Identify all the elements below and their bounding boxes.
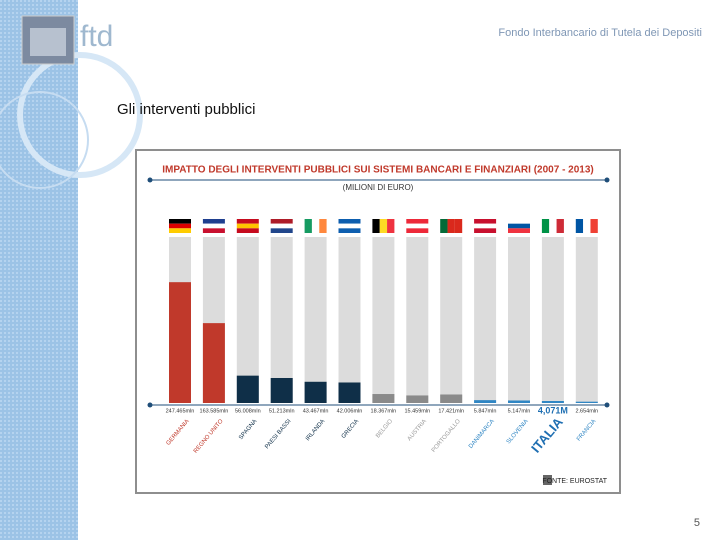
- value-label: 15.459mln: [404, 408, 430, 414]
- column-track: [508, 237, 530, 403]
- column-track: [440, 237, 463, 403]
- side-strip: [0, 0, 78, 540]
- flag-stripe: [575, 219, 584, 233]
- org-name: Fondo Interbancario di Tutela dei Deposi…: [498, 27, 702, 39]
- flag-stripe: [372, 219, 380, 233]
- flag-stripe: [236, 223, 259, 229]
- flag-stripe: [236, 219, 259, 224]
- value-label: 5.147mln: [508, 408, 531, 414]
- flag-stripe: [338, 223, 361, 229]
- bar: [440, 394, 463, 403]
- column-track: [304, 237, 327, 403]
- flag-stripe: [304, 219, 312, 233]
- column-track: [338, 237, 361, 403]
- flag-stripe: [236, 228, 259, 233]
- logo-building: [30, 28, 66, 56]
- flag-stripe: [319, 219, 327, 233]
- column-track: [541, 237, 564, 403]
- flag-stripe: [583, 219, 591, 233]
- value-label: 2.654mln: [575, 408, 598, 414]
- flag-stripe: [549, 219, 557, 233]
- value-label: 51.213mln: [269, 408, 295, 414]
- bar: [202, 323, 225, 403]
- flag-stripe: [169, 223, 191, 229]
- bar: [304, 381, 327, 403]
- flag-stripe: [454, 219, 463, 233]
- rule-dot: [604, 177, 610, 183]
- flag-stripe: [202, 228, 225, 233]
- bar: [575, 401, 598, 403]
- bar: [372, 394, 395, 403]
- column-track: [406, 237, 429, 403]
- flag-stripe: [169, 228, 191, 233]
- rule-dot: [604, 402, 610, 408]
- value-label: 43.467mln: [303, 408, 329, 414]
- bar: [406, 395, 429, 403]
- flag-stripe: [202, 219, 225, 224]
- column-track: [474, 237, 497, 403]
- column-track: [575, 237, 598, 403]
- slide-title: Gli interventi pubblici: [117, 101, 255, 118]
- rule-dot: [147, 402, 153, 408]
- flag-stripe: [590, 219, 598, 233]
- flag-stripe: [202, 223, 225, 229]
- flag-stripe: [508, 219, 530, 224]
- flag-stripe: [440, 219, 448, 233]
- flag-stripe: [474, 223, 497, 229]
- bar: [270, 377, 293, 403]
- column-track: [270, 237, 293, 403]
- bar: [541, 401, 564, 403]
- flag-stripe: [338, 219, 361, 224]
- rule-dot: [147, 177, 153, 183]
- source-icon: [543, 475, 552, 485]
- flag-stripe: [474, 219, 497, 224]
- flag-stripe: [270, 228, 293, 233]
- flag-stripe: [379, 219, 388, 233]
- source: FONTE: EUROSTAT: [542, 478, 607, 485]
- value-label: 56.008mln: [235, 408, 261, 414]
- bar: [236, 375, 259, 403]
- bar: [508, 400, 530, 403]
- value-label: 4,071M: [538, 405, 568, 415]
- chart-subtitle: (MILIONI DI EURO): [343, 183, 414, 192]
- value-label: 247.465mln: [166, 408, 195, 414]
- bar: [474, 400, 497, 403]
- flag-stripe: [338, 228, 361, 233]
- flag-stripe: [406, 228, 429, 233]
- flag-stripe: [270, 219, 293, 224]
- page-number: 5: [694, 517, 700, 529]
- flag-stripe: [541, 219, 550, 233]
- value-label: 17.421mln: [438, 408, 464, 414]
- decor-circle: [0, 91, 89, 189]
- value-label: 5.847mln: [474, 408, 497, 414]
- flag-stripe: [556, 219, 564, 233]
- value-label: 42.006mln: [337, 408, 363, 414]
- flag-stripe: [387, 219, 395, 233]
- flag-stripe: [406, 223, 429, 229]
- flag-stripe: [270, 223, 293, 229]
- flag-stripe: [406, 219, 429, 224]
- bar: [338, 382, 361, 403]
- value-label: 163.585mln: [200, 408, 229, 414]
- flag-stripe: [311, 219, 320, 233]
- flag-stripe: [474, 228, 497, 233]
- flag-stripe: [447, 219, 455, 233]
- bar: [169, 282, 191, 403]
- logo-text: ftd: [80, 20, 113, 53]
- decor-circle: [17, 52, 143, 178]
- flag-stripe: [169, 219, 191, 224]
- chart-title: IMPATTO DEGLI INTERVENTI PUBBLICI SUI SI…: [162, 165, 594, 176]
- column-track: [236, 237, 259, 403]
- value-label: 18.367mln: [371, 408, 397, 414]
- column-track: [372, 237, 395, 403]
- flag-stripe: [508, 223, 530, 229]
- flag-stripe: [508, 228, 530, 233]
